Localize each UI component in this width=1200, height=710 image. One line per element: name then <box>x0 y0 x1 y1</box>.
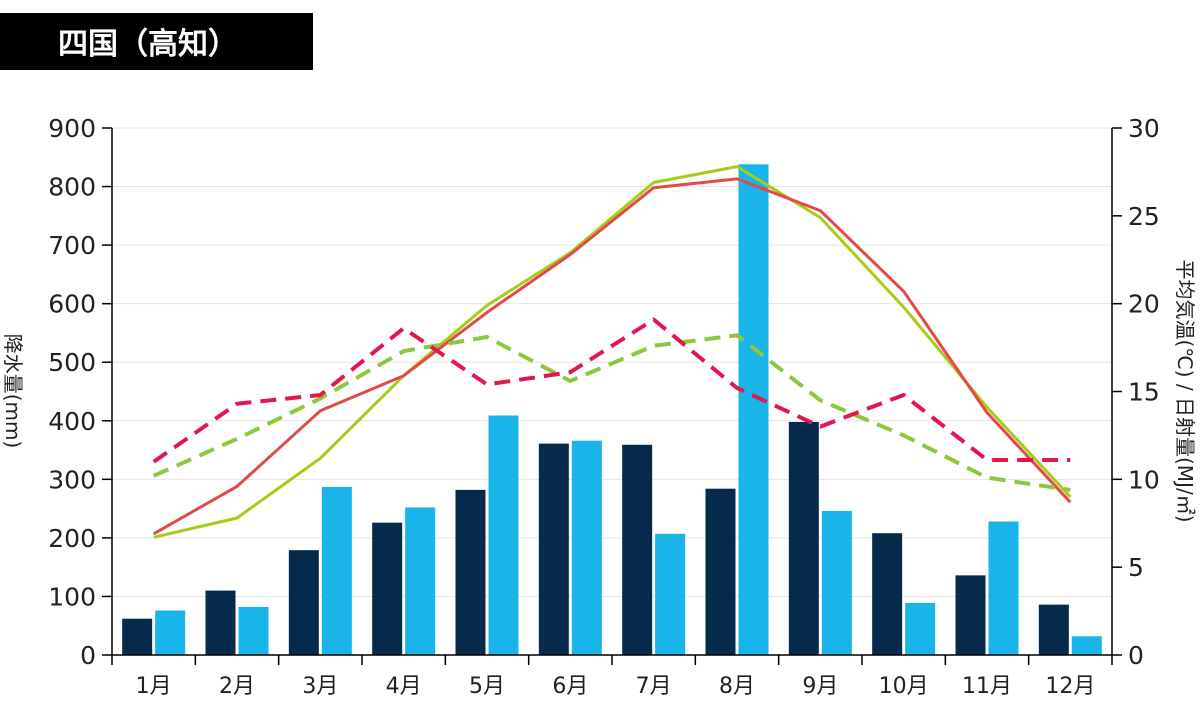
left-tick-label: 0 <box>80 641 96 670</box>
bar-precip-current <box>1071 636 1102 655</box>
series-lines <box>152 165 1072 539</box>
month-label: 9月 <box>802 674 838 699</box>
month-label: 8月 <box>719 674 755 699</box>
month-label: 10月 <box>879 674 929 699</box>
right-tick-label: 30 <box>1128 114 1160 143</box>
chart-title: 四国（高知） <box>58 27 238 62</box>
left-tick-label: 200 <box>48 524 96 553</box>
bar-precip-current <box>905 602 936 655</box>
bar-precip-normal <box>1038 604 1069 655</box>
bar-precip-normal <box>122 618 153 655</box>
left-tick-label: 600 <box>48 290 96 319</box>
month-label: 5月 <box>469 674 505 699</box>
bar-precip-normal <box>372 522 403 655</box>
right-tick-label: 15 <box>1128 378 1160 407</box>
bar-precip-normal <box>872 533 903 655</box>
bar-precip-current <box>238 606 269 655</box>
bar-precip-current <box>321 486 352 655</box>
line-series-4 <box>152 317 1071 464</box>
bar-precip-current <box>738 164 769 655</box>
bar-precip-normal <box>705 488 736 655</box>
bar-precip-normal <box>538 443 569 655</box>
bar-precip-normal <box>622 444 653 655</box>
month-label: 1月 <box>136 674 172 699</box>
month-label: 7月 <box>636 674 672 699</box>
left-axis-title-text: 降水量(mm) <box>1 334 25 449</box>
bar-precip-normal <box>288 550 319 655</box>
month-label: 12月 <box>1045 674 1095 699</box>
month-label: 2月 <box>219 674 255 699</box>
bars <box>122 164 1102 655</box>
right-axis-title: 平均気温(℃) / 日射量(MJ/㎡) <box>1173 259 1197 522</box>
right-axis-title-text: 平均気温(℃) / 日射量(MJ/㎡) <box>1173 259 1197 522</box>
left-axis-title: 降水量(mm) <box>1 334 25 449</box>
bar-precip-current <box>405 507 436 655</box>
left-tick-label: 400 <box>48 407 96 436</box>
bar-precip-normal <box>455 489 486 655</box>
bar-precip-current <box>488 415 519 655</box>
month-label: 6月 <box>552 674 588 699</box>
bar-precip-normal <box>955 575 986 655</box>
right-tick-label: 10 <box>1128 465 1160 494</box>
bar-precip-current <box>821 510 852 655</box>
left-tick-label: 900 <box>48 114 96 143</box>
right-tick-label: 5 <box>1128 553 1144 582</box>
left-tick-label: 700 <box>48 231 96 260</box>
bar-precip-normal <box>205 590 236 655</box>
bar-precip-current <box>988 521 1019 655</box>
bar-precip-current <box>571 440 602 655</box>
title-background <box>0 13 313 70</box>
left-tick-label: 500 <box>48 348 96 377</box>
line-series-2 <box>152 177 1072 536</box>
right-tick-label: 25 <box>1128 202 1160 231</box>
line-series-1 <box>153 165 1072 539</box>
axis-labels: 0 100 200 300 400 500 600 700 800 900 0 5 10 15 20 25 30… <box>48 114 1160 699</box>
month-label: 3月 <box>302 674 338 699</box>
bar-precip-current <box>655 533 686 655</box>
left-tick-label: 300 <box>48 465 96 494</box>
title-banner: 四国（高知） <box>0 13 313 70</box>
right-tick-label: 0 <box>1128 641 1144 670</box>
bar-precip-current <box>155 610 186 655</box>
bar-precip-normal <box>788 421 819 655</box>
month-label: 11月 <box>962 674 1012 699</box>
month-label: 4月 <box>386 674 422 699</box>
right-tick-label: 20 <box>1128 290 1160 319</box>
left-tick-label: 800 <box>48 173 96 202</box>
left-tick-label: 100 <box>48 582 96 611</box>
line-series-3 <box>152 333 1071 492</box>
